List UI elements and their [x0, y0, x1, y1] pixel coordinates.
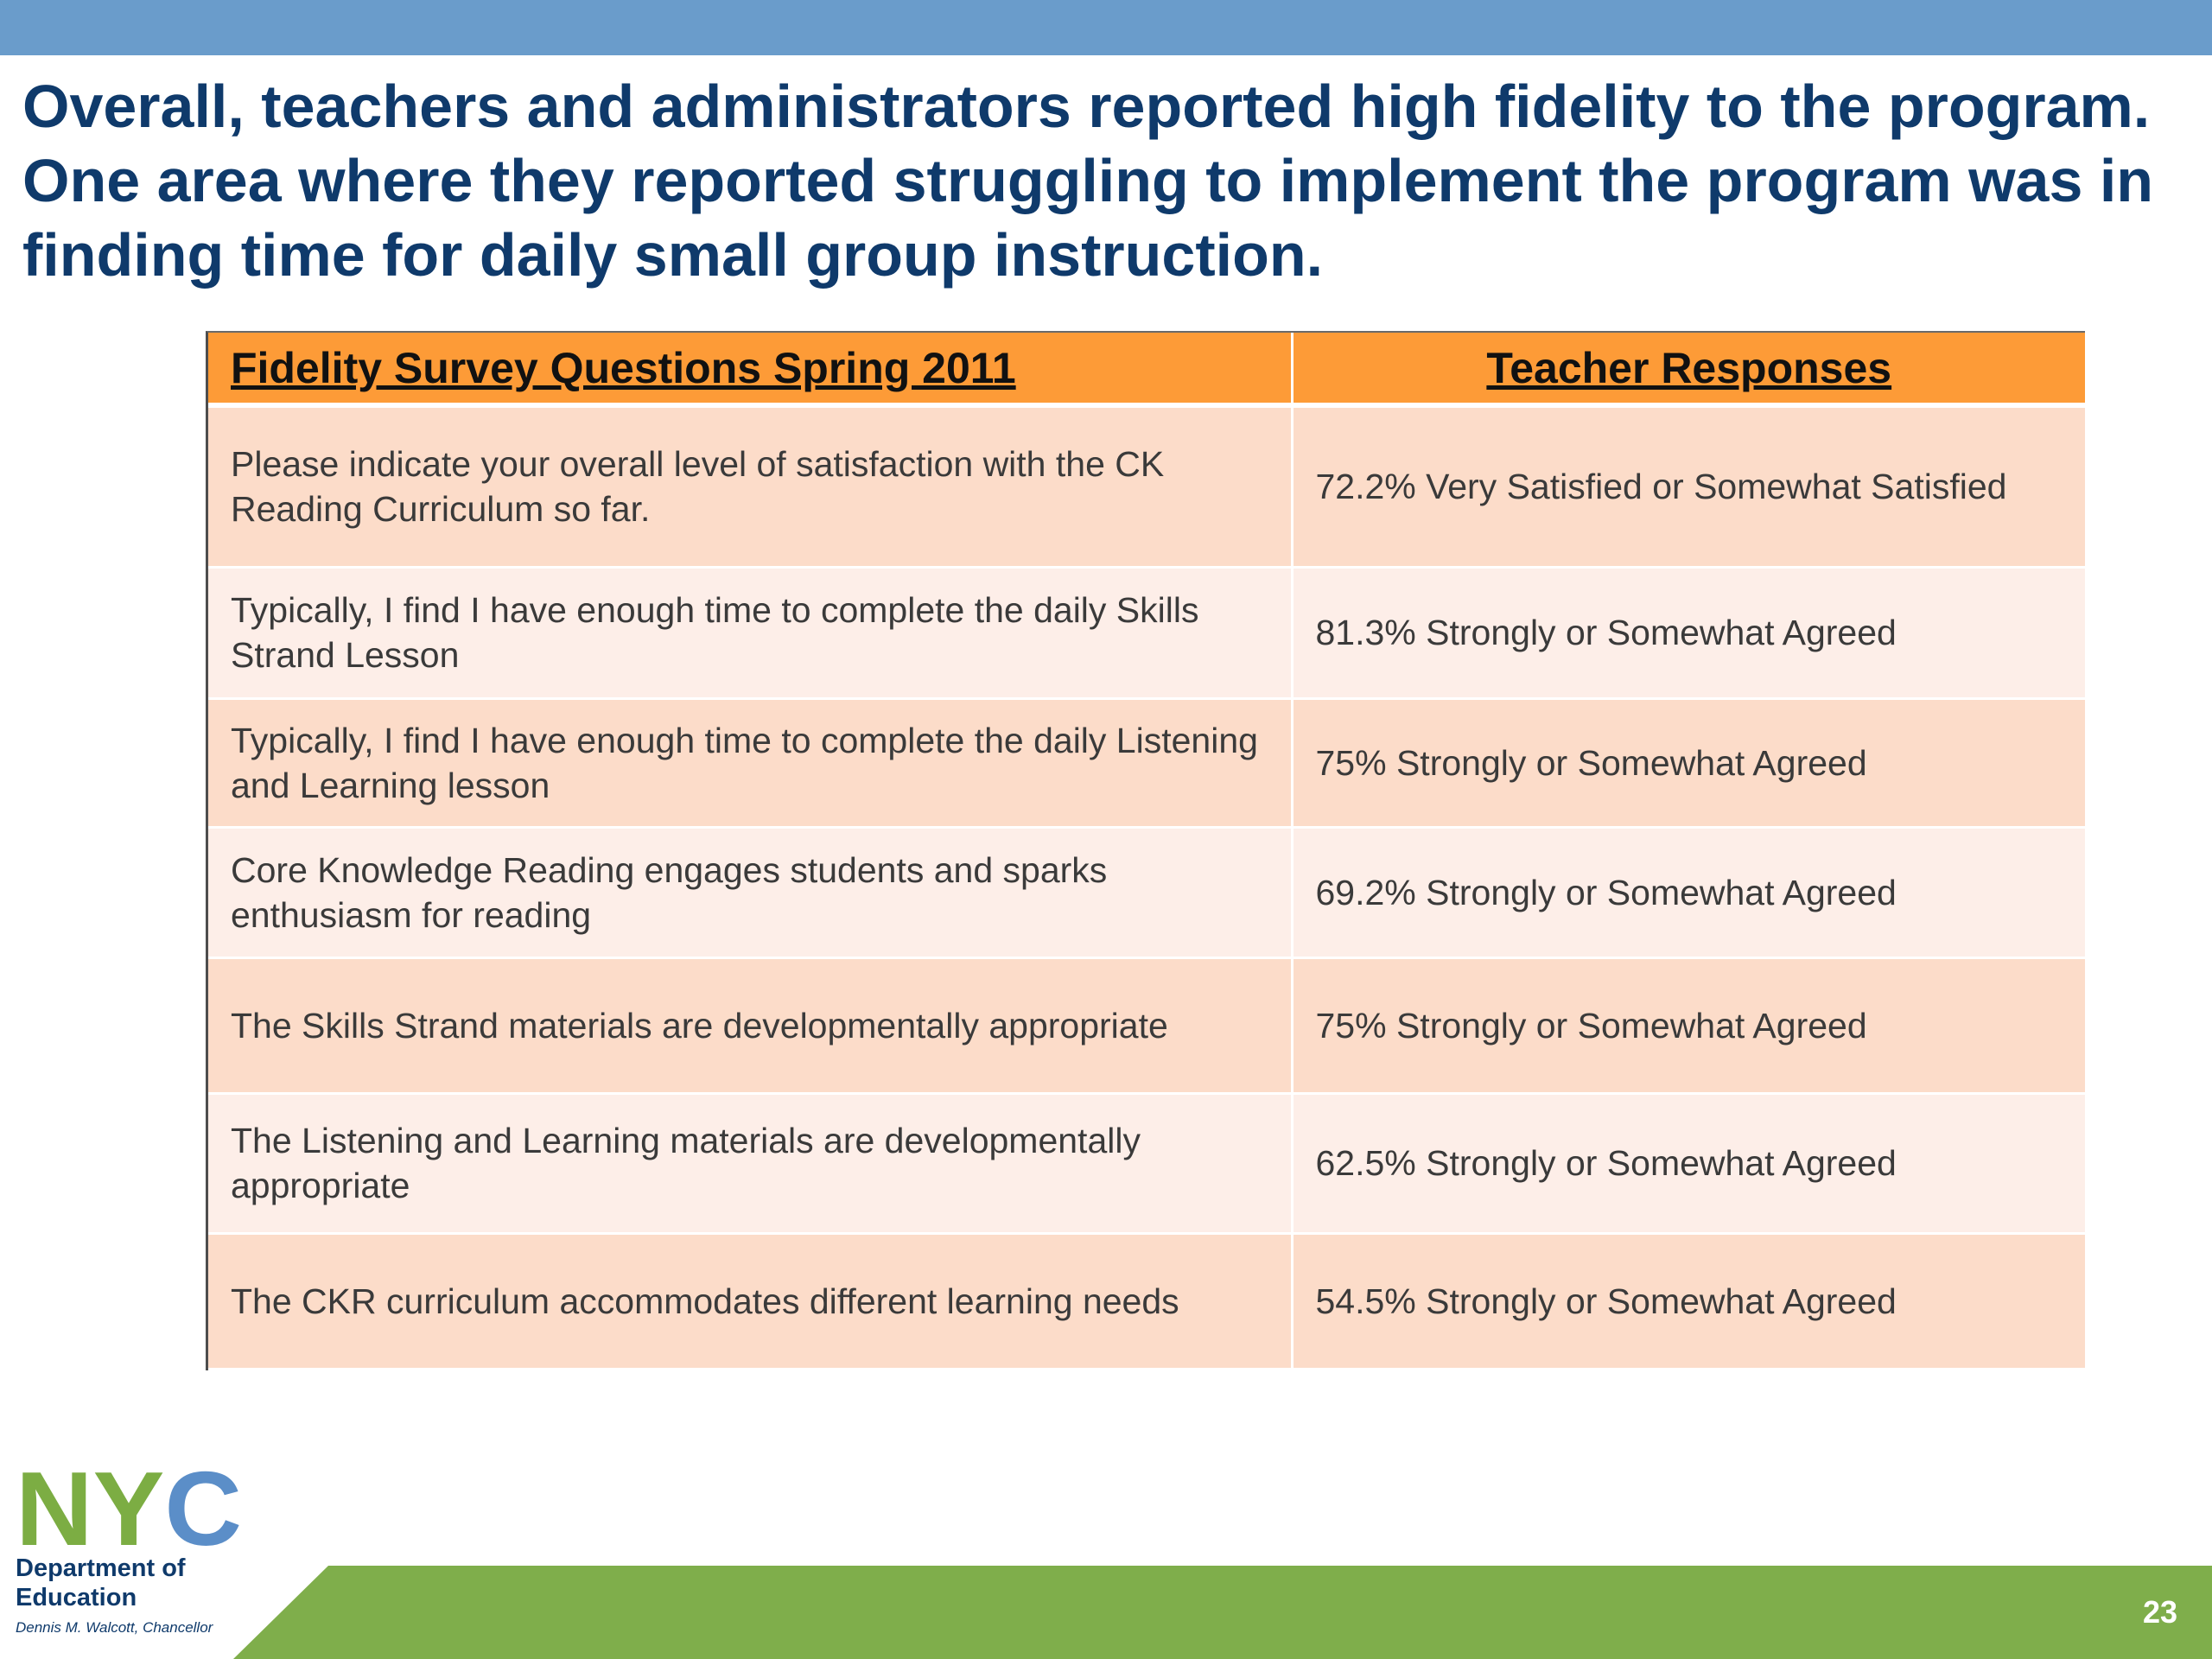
nyc-letters: NYC: [16, 1469, 242, 1552]
department-name: Department of Education: [16, 1554, 186, 1611]
slide-headline: Overall, teachers and administrators rep…: [22, 73, 2154, 289]
question-cell: Typically, I find I have enough time to …: [208, 698, 1294, 829]
nyc-logo-mark: NYC: [16, 1469, 242, 1552]
table-row: Typically, I find I have enough time to …: [208, 567, 2085, 700]
bottom-band-shape: [233, 1566, 2212, 1659]
table-row: Typically, I find I have enough time to …: [208, 698, 2085, 829]
table-row: The CKR curriculum accommodates differen…: [208, 1233, 2085, 1370]
response-cell: 69.2% Strongly or Somewhat Agreed: [1292, 827, 2085, 959]
page-number: 23: [2142, 1594, 2177, 1630]
question-cell: Typically, I find I have enough time to …: [208, 567, 1294, 700]
question-cell: Core Knowledge Reading engages students …: [208, 827, 1294, 959]
question-cell: The CKR curriculum accommodates differen…: [208, 1233, 1294, 1370]
question-cell: The Skills Strand materials are developm…: [208, 957, 1294, 1095]
response-cell: 81.3% Strongly or Somewhat Agreed: [1292, 567, 2085, 700]
question-cell: The Listening and Learning materials are…: [208, 1093, 1294, 1235]
question-cell: Please indicate your overall level of sa…: [208, 405, 1294, 569]
top-band: [0, 0, 2212, 55]
response-cell: 62.5% Strongly or Somewhat Agreed: [1292, 1093, 2085, 1235]
table-header-row: Fidelity Survey Questions Spring 2011 Te…: [208, 333, 2085, 408]
header-responses: Teacher Responses: [1292, 333, 2085, 408]
fidelity-survey-table: Fidelity Survey Questions Spring 2011 Te…: [206, 331, 2085, 1370]
table-row: The Listening and Learning materials are…: [208, 1093, 2085, 1235]
response-cell: 75% Strongly or Somewhat Agreed: [1292, 957, 2085, 1095]
table-row: The Skills Strand materials are developm…: [208, 957, 2085, 1095]
chancellor-name: Dennis M. Walcott, Chancellor: [16, 1619, 213, 1636]
response-cell: 54.5% Strongly or Somewhat Agreed: [1292, 1233, 2085, 1370]
nyc-doe-logo: NYC Department of Education Dennis M. Wa…: [16, 1469, 249, 1637]
response-cell: 75% Strongly or Somewhat Agreed: [1292, 698, 2085, 829]
response-cell: 72.2% Very Satisfied or Somewhat Satisfi…: [1292, 405, 2085, 569]
header-questions: Fidelity Survey Questions Spring 2011: [208, 333, 1294, 408]
table-row: Please indicate your overall level of sa…: [208, 405, 2085, 569]
bottom-band: [233, 1566, 2212, 1659]
table-row: Core Knowledge Reading engages students …: [208, 827, 2085, 959]
